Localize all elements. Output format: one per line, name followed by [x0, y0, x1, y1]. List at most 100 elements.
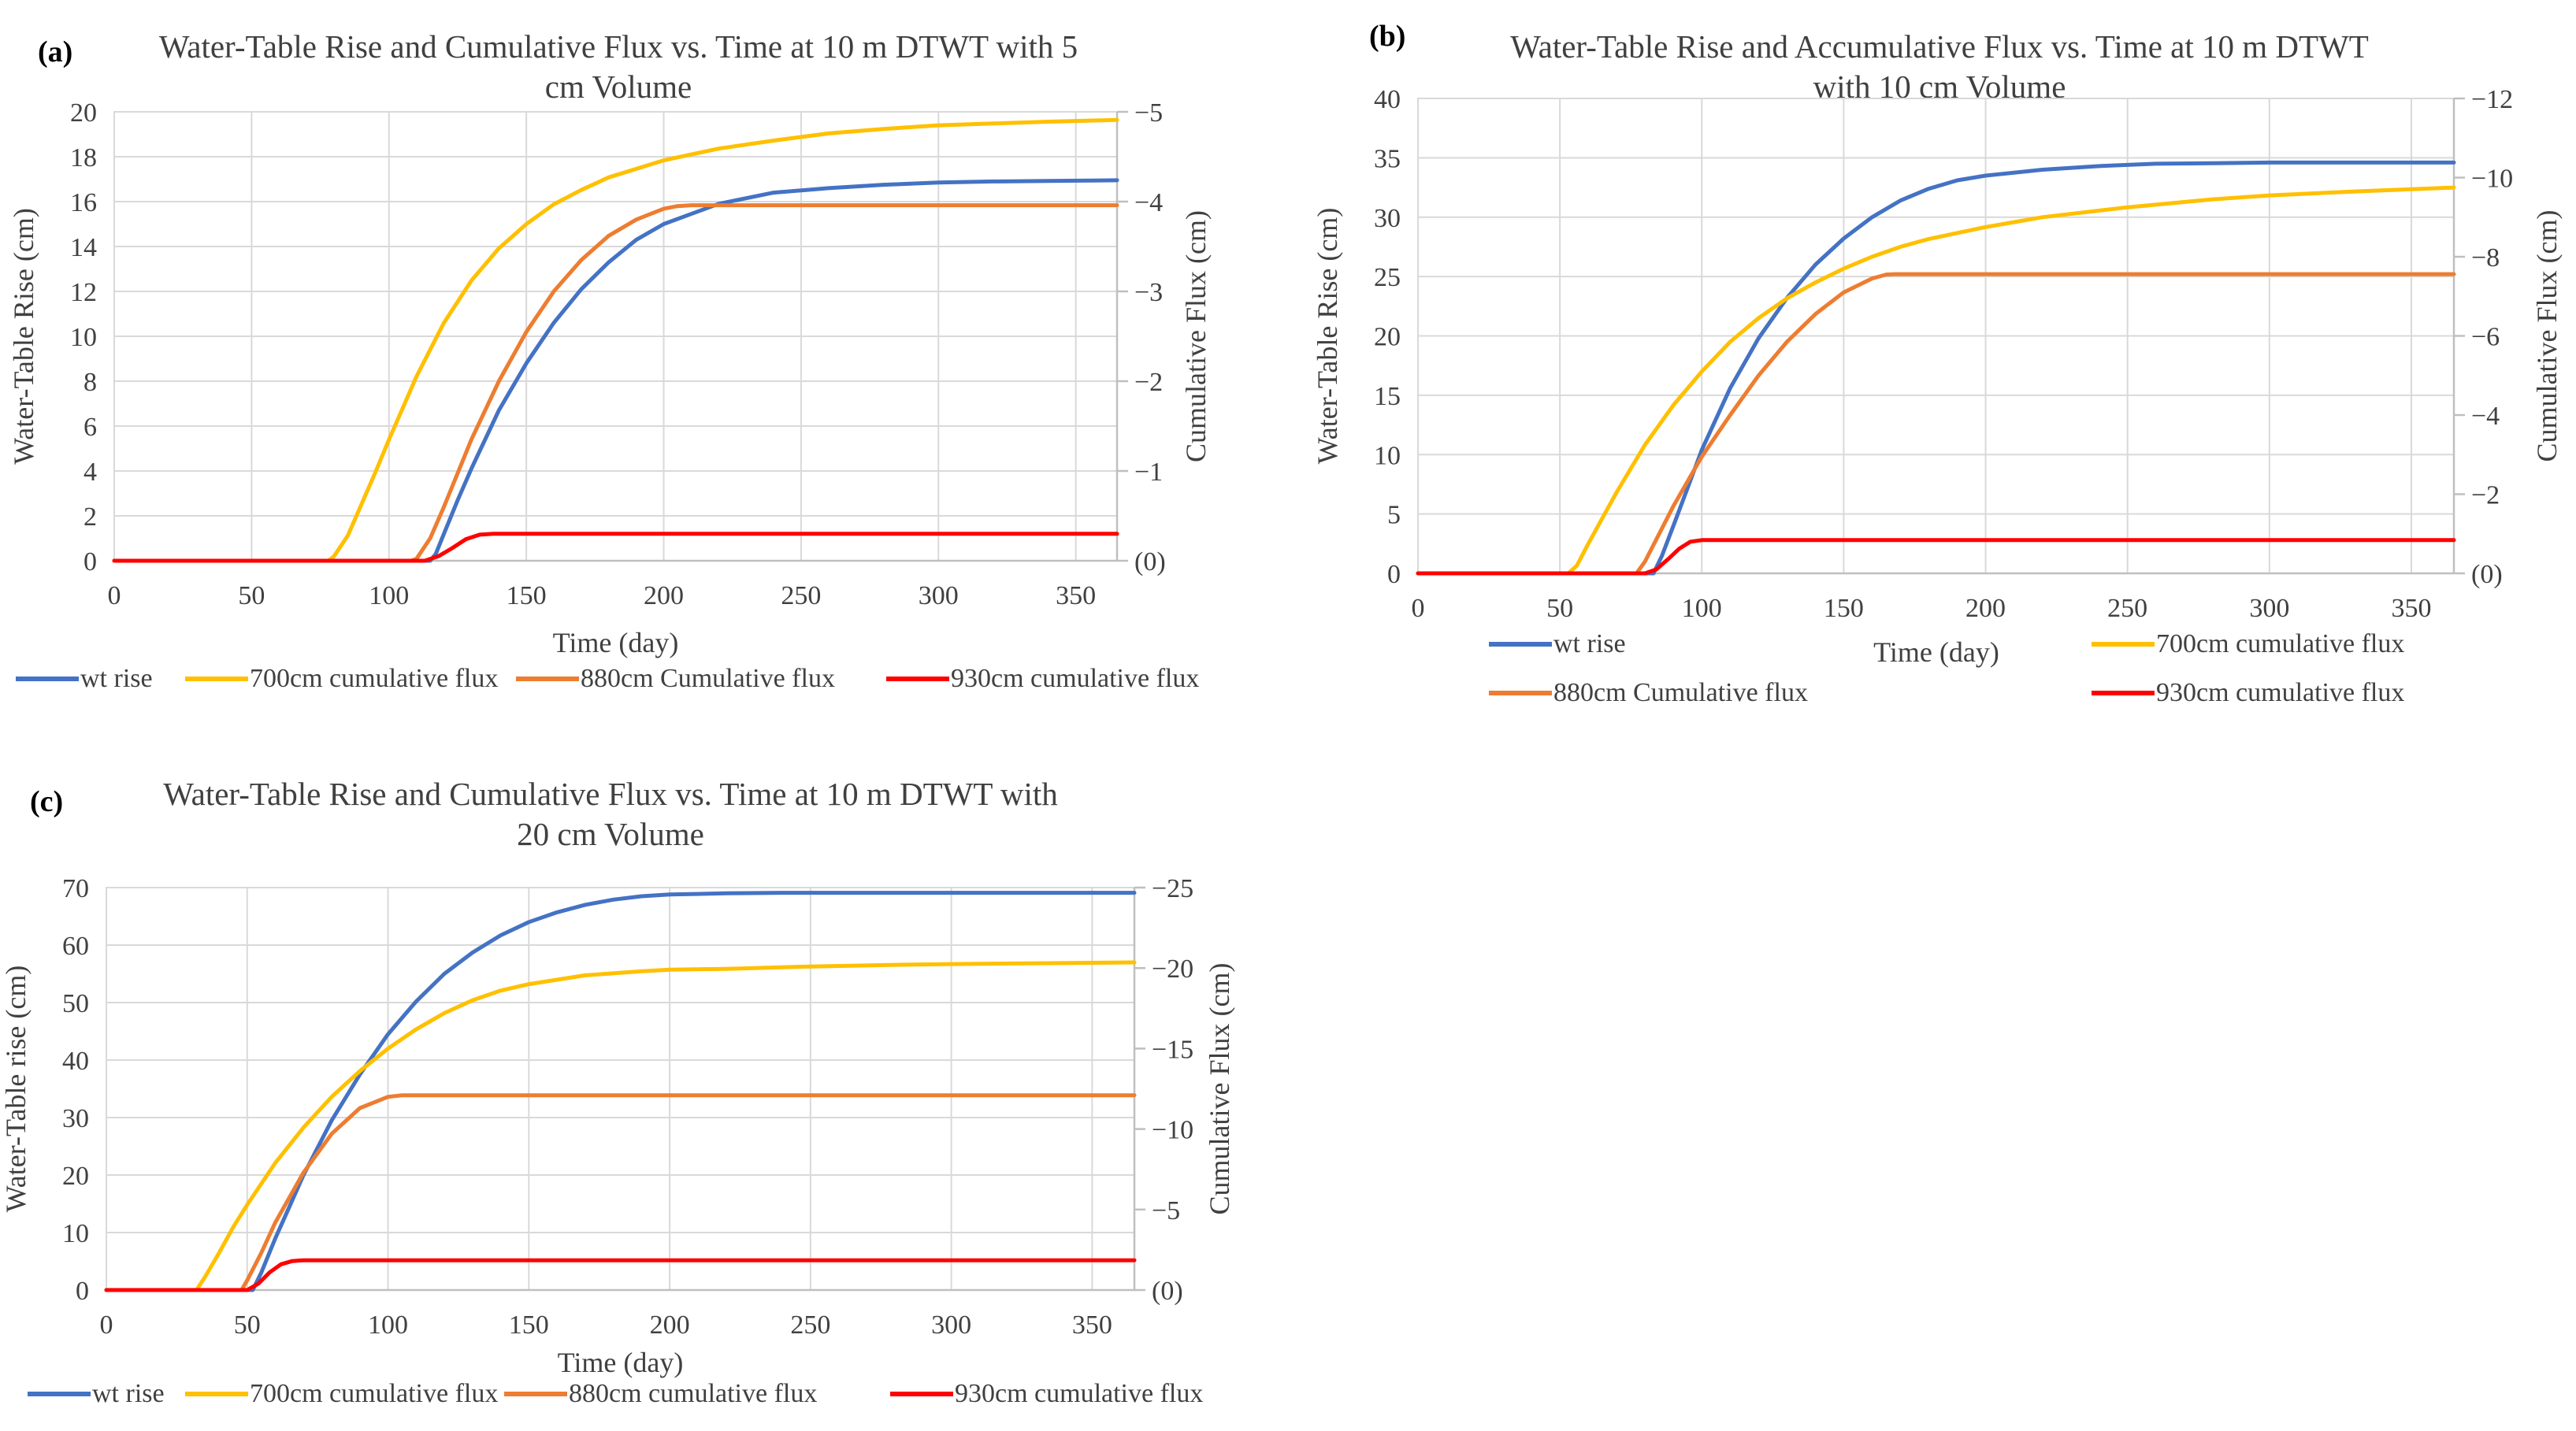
- y-tick-label: 10: [62, 1219, 89, 1248]
- y2-tick-label: −6: [2471, 323, 2500, 352]
- plot-area: [106, 887, 1135, 1291]
- series-line-f880: [112, 203, 1119, 563]
- series-line-f930: [112, 532, 1119, 563]
- y-tick-label: 14: [70, 233, 97, 262]
- y-tick-label: 5: [1387, 501, 1401, 530]
- x-tick-label: 300: [931, 1311, 971, 1340]
- x-tick-label: 300: [2249, 594, 2289, 623]
- series-line-f700: [1416, 185, 2456, 576]
- y-tick-label: 18: [70, 143, 97, 172]
- legend-label: wt rise: [80, 664, 153, 693]
- x-tick-label: 0: [100, 1311, 113, 1340]
- series-line-wt: [1416, 160, 2456, 576]
- y2-tick-label: (0): [1134, 547, 1166, 576]
- x-tick-label: 200: [1965, 594, 2006, 623]
- chart-panel-b: (b) Water-Table Rise and Accumulative Flu…: [1312, 20, 2563, 707]
- x-tick-label: 250: [781, 581, 821, 610]
- panel-label: (b): [1369, 20, 1405, 53]
- chart-title-line: Water-Table Rise and Cumulative Flux vs.…: [163, 776, 1058, 812]
- x-axis-label: Time (day): [1873, 636, 1999, 668]
- y-tick-label: 0: [76, 1277, 89, 1306]
- y-tick-label: 10: [1374, 441, 1401, 470]
- y2-tick-label: −2: [1134, 368, 1163, 397]
- x-tick-label: 0: [1412, 594, 1425, 623]
- y-tick-label: 16: [70, 188, 97, 217]
- x-tick-label: 200: [650, 1311, 690, 1340]
- x-tick-label: 300: [919, 581, 959, 610]
- y2-tick-label: −1: [1134, 458, 1163, 487]
- legend: wt rise 700cm cumulative flux 880cm cumula…: [28, 1379, 1203, 1408]
- y-tick-label: 20: [62, 1162, 89, 1191]
- panel-label: (a): [38, 35, 72, 69]
- chart-title-line: cm Volume: [545, 69, 692, 105]
- chart-panel-a: (a) Water-Table Rise and Cumulative Flux …: [8, 28, 1212, 693]
- y-tick-label: 25: [1374, 263, 1401, 292]
- y-tick-label: 40: [1374, 85, 1401, 114]
- legend: wt rise 700cm cumulative flux 880cm Cumula…: [1489, 629, 2404, 707]
- legend-label: 700cm cumulative flux: [250, 664, 498, 693]
- y2-tick-label: (0): [2471, 560, 2503, 589]
- series-line-f700: [112, 117, 1119, 563]
- y2-tick-label: −2: [2471, 481, 2500, 510]
- x-tick-label: 100: [1682, 594, 1722, 623]
- series-line-f700: [104, 960, 1137, 1292]
- x-tick-label: 50: [234, 1311, 261, 1340]
- y-tick-label: 35: [1374, 144, 1401, 173]
- x-axis-label: Time (day): [553, 627, 679, 658]
- y2-tick-label: −15: [1152, 1035, 1193, 1064]
- x-tick-label: 350: [2391, 594, 2431, 623]
- y-tick-label: 70: [62, 874, 89, 903]
- y2-tick-label: (0): [1152, 1277, 1183, 1306]
- y2-axis-label: Cumulative Flux (cm): [2531, 210, 2563, 462]
- chart-title-line: with 10 cm Volume: [1813, 69, 2066, 105]
- x-tick-label: 0: [108, 581, 121, 610]
- y-tick-label: 10: [70, 323, 97, 352]
- y-tick-label: 2: [84, 502, 97, 532]
- series-line-f880: [1416, 272, 2456, 576]
- y2-tick-label: −5: [1152, 1196, 1180, 1225]
- y-tick-label: 40: [62, 1047, 89, 1076]
- x-tick-label: 150: [509, 1311, 549, 1340]
- y-axis-label: Water-Table Rise (cm): [8, 208, 39, 465]
- x-tick-label: 350: [1072, 1311, 1112, 1340]
- chart-title-line: 20 cm Volume: [517, 816, 704, 852]
- legend-label: 930cm cumulative flux: [951, 664, 1199, 693]
- y2-tick-label: −3: [1134, 278, 1163, 307]
- y2-tick-label: −20: [1152, 955, 1193, 984]
- legend-label: 880cm cumulative flux: [569, 1379, 817, 1408]
- panel-label: (c): [30, 785, 63, 818]
- y2-tick-label: −10: [2471, 165, 2513, 194]
- y-tick-label: 50: [62, 989, 89, 1018]
- y-tick-label: 30: [62, 1104, 89, 1133]
- x-tick-label: 50: [238, 581, 265, 610]
- y-tick-label: 0: [84, 547, 97, 576]
- y-tick-label: 4: [84, 458, 97, 487]
- legend-label: wt rise: [1553, 629, 1626, 658]
- y2-tick-label: −8: [2471, 243, 2500, 272]
- y-tick-label: 6: [84, 413, 97, 442]
- y2-tick-label: −25: [1152, 874, 1193, 903]
- x-tick-label: 100: [368, 1311, 408, 1340]
- y-axis-label: Water-Table Rise (cm): [1312, 208, 1343, 465]
- x-tick-label: 150: [1824, 594, 1864, 623]
- legend-label: 930cm cumulative flux: [955, 1379, 1203, 1408]
- x-tick-label: 250: [790, 1311, 830, 1340]
- y-tick-label: 12: [70, 278, 97, 307]
- y-tick-label: 0: [1387, 560, 1401, 589]
- legend-label: 700cm cumulative flux: [2156, 629, 2404, 658]
- y2-tick-label: −10: [1152, 1116, 1193, 1145]
- x-tick-label: 50: [1546, 594, 1573, 623]
- x-tick-label: 350: [1056, 581, 1096, 610]
- chart-title-line: Water-Table Rise and Cumulative Flux vs.…: [159, 28, 1078, 65]
- chart-panel-c: (c) Water-Table Rise and Cumulative Flux …: [0, 776, 1235, 1408]
- x-tick-label: 200: [644, 581, 684, 610]
- series-line-wt: [104, 891, 1137, 1292]
- y2-tick-label: −4: [1134, 188, 1163, 217]
- legend-label: 700cm cumulative flux: [250, 1379, 498, 1408]
- series-line-f930: [104, 1258, 1137, 1292]
- chart-title-line: Water-Table Rise and Accumulative Flux v…: [1510, 28, 2369, 65]
- series-line-f880: [104, 1093, 1137, 1292]
- legend-label: 930cm cumulative flux: [2156, 678, 2404, 707]
- y2-axis-label: Cumulative Flux (cm): [1180, 210, 1212, 462]
